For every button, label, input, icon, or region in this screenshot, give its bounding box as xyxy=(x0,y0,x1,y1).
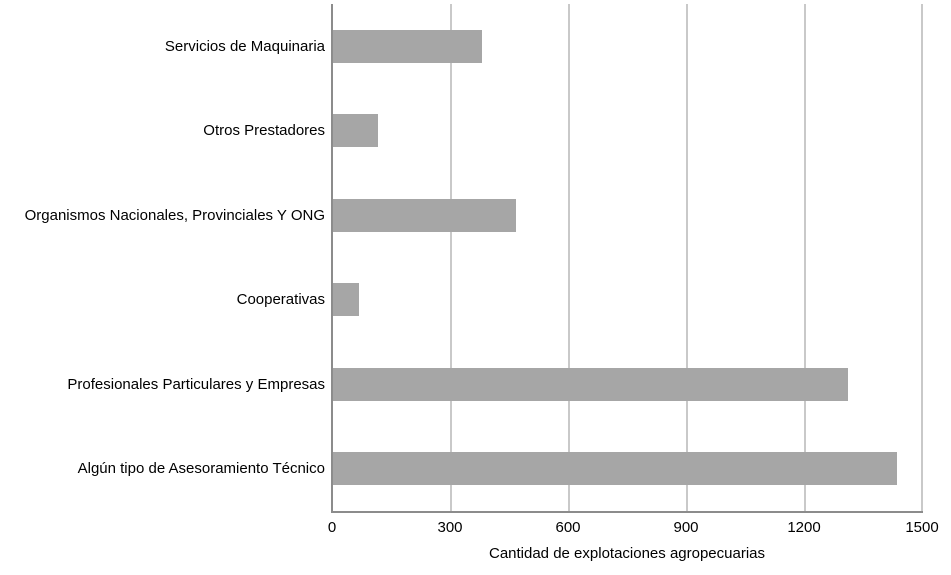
category-label: Otros Prestadores xyxy=(203,122,325,140)
gridline xyxy=(804,4,806,511)
bar xyxy=(333,367,849,401)
x-tick-label: 600 xyxy=(555,519,581,536)
y-axis-labels: Servicios de Maquinaria Otros Prestadore… xyxy=(0,4,325,511)
x-axis-title: Cantidad de explotaciones agropecuarias xyxy=(488,545,766,562)
bar xyxy=(333,198,516,232)
bar xyxy=(333,114,379,148)
category-label: Cooperativas xyxy=(236,291,325,309)
gridline xyxy=(450,4,452,511)
bar xyxy=(333,29,483,63)
category-label: Algún tipo de Asesoramiento Técnico xyxy=(77,460,325,478)
x-tick-label: 1200 xyxy=(787,519,821,536)
gridline xyxy=(568,4,570,511)
category-label: Organismos Nacionales, Provinciales Y ON… xyxy=(24,206,325,224)
x-tick-label: 1500 xyxy=(905,519,939,536)
bar xyxy=(333,283,359,317)
category-label: Profesionales Particulares y Empresas xyxy=(67,375,325,393)
x-tick-label: 300 xyxy=(437,519,463,536)
x-tick-label: 0 xyxy=(327,519,337,536)
gridline xyxy=(686,4,688,511)
category-label: Servicios de Maquinaria xyxy=(164,37,325,55)
gridline xyxy=(921,4,923,511)
plot-area xyxy=(331,4,923,513)
x-tick-label: 900 xyxy=(673,519,699,536)
bar xyxy=(333,452,898,486)
x-axis-ticks: 0 300 600 900 1200 1500 xyxy=(328,519,939,537)
